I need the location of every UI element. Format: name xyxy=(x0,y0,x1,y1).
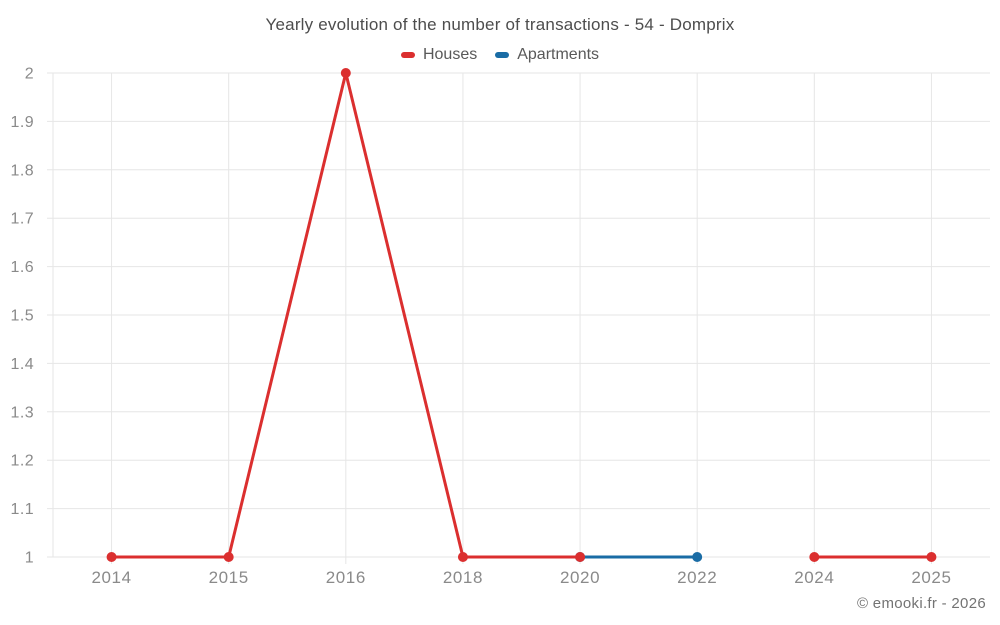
houses-data-point-marker[interactable] xyxy=(106,552,117,562)
apartments-legend-swatch-icon xyxy=(495,52,510,58)
chart-legend: Houses Apartments xyxy=(0,46,1000,64)
x-axis-tick-label: 2022 xyxy=(677,568,717,587)
y-axis-tick-label: 1.6 xyxy=(11,259,34,276)
y-axis-tick-label: 1 xyxy=(25,550,34,567)
y-axis-tick-label: 1.7 xyxy=(11,211,34,228)
y-axis-tick-label: 1.5 xyxy=(11,308,34,325)
houses-data-point-marker[interactable] xyxy=(457,552,468,562)
y-axis-tick-label: 1.9 xyxy=(11,114,34,131)
houses-legend-swatch-icon xyxy=(400,52,415,58)
x-axis-tick-label: 2025 xyxy=(911,568,951,587)
x-axis-tick-label: 2018 xyxy=(443,568,483,587)
y-axis-tick-label: 2 xyxy=(25,66,34,83)
x-axis-tick-label: 2024 xyxy=(794,568,834,587)
x-axis-tick-label: 2015 xyxy=(209,568,249,587)
houses-data-point-marker[interactable] xyxy=(575,552,586,562)
copyright-watermark: © emooki.fr - 2026 xyxy=(856,595,986,612)
legend-item-houses[interactable]: Houses xyxy=(400,46,478,64)
legend-item-apartments[interactable]: Apartments xyxy=(495,46,599,64)
y-axis-tick-label: 1.3 xyxy=(11,404,34,421)
houses-data-point-marker[interactable] xyxy=(809,552,820,562)
legend-label-houses: Houses xyxy=(422,46,478,63)
houses-data-point-marker[interactable] xyxy=(340,68,351,78)
y-axis-tick-label: 1.8 xyxy=(11,162,34,179)
x-axis-tick-label: 2016 xyxy=(326,568,366,587)
x-axis-tick-label: 2014 xyxy=(91,568,131,587)
chart-title: Yearly evolution of the number of transa… xyxy=(265,15,735,34)
y-axis-tick-label: 1.2 xyxy=(11,453,34,470)
x-axis-tick-label: 2020 xyxy=(560,568,600,587)
houses-data-point-marker[interactable] xyxy=(926,552,937,562)
houses-data-point-marker[interactable] xyxy=(223,552,234,562)
legend-label-apartments: Apartments xyxy=(517,46,600,63)
y-axis-tick-label: 1.1 xyxy=(11,501,34,518)
apartments-data-point-marker[interactable] xyxy=(692,552,703,562)
y-axis-tick-label: 1.4 xyxy=(11,356,34,373)
